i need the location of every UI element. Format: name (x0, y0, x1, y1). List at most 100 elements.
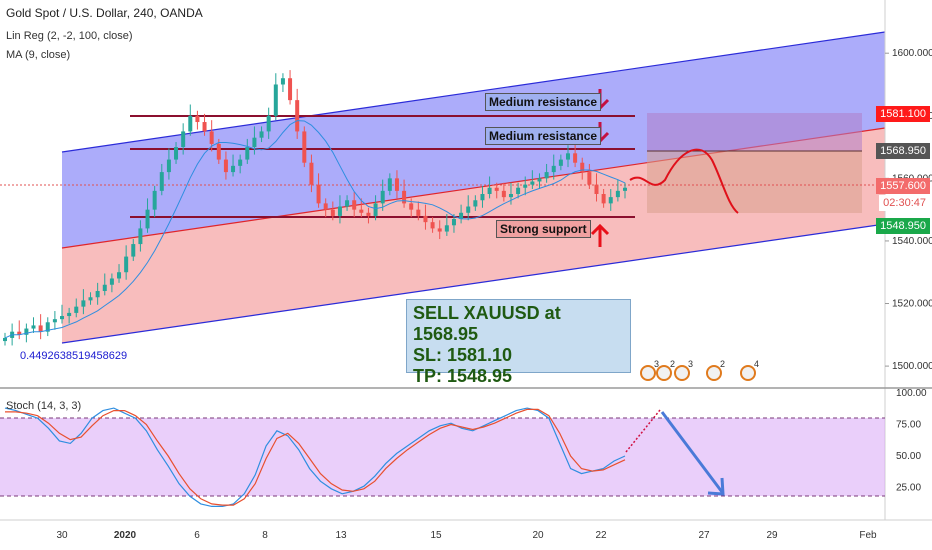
candle-body (109, 278, 114, 285)
time-tick-label: 29 (766, 530, 778, 541)
trade-setup-box: SELL XAUUSD at 1568.95 SL: 1581.10 TP: 1… (406, 299, 631, 386)
price-tick-label: 1540.000 (892, 236, 932, 247)
stoch-tick-label: 25.00 (896, 483, 921, 494)
candle-body (245, 147, 250, 160)
candle-body (430, 222, 435, 229)
candle-body (480, 194, 485, 201)
candle-body (323, 203, 328, 210)
upper-channel-line (61, 31, 886, 153)
candle-body (38, 325, 43, 332)
us-event-icon[interactable]: 2 (656, 359, 675, 381)
trade-stop-loss: SL: 1581.10 (413, 345, 513, 365)
trade-entry: SELL XAUUSD at 1568.95 (413, 303, 561, 344)
stoch-tick-label: 75.00 (896, 420, 921, 431)
candle-body (81, 300, 86, 307)
candle-body (330, 209, 335, 216)
us-event-icon[interactable]: 3 (640, 359, 659, 381)
candle-body (3, 337, 7, 342)
time-tick-label: Feb (859, 530, 877, 541)
stoch-legend[interactable]: Stoch (14, 3, 3) (6, 400, 82, 412)
candle-body (45, 322, 50, 332)
candle-body (316, 184, 321, 204)
time-tick-label: 20 (532, 530, 544, 541)
candle-body (587, 172, 592, 185)
candle-body (615, 190, 620, 198)
sl-zone (647, 113, 862, 151)
candle-body (302, 131, 307, 163)
candle-body (174, 147, 179, 160)
candle-body (209, 131, 214, 144)
upper-channel-fill (62, 32, 885, 248)
candle-body (437, 228, 442, 232)
stoch-tick-label: 100.00 (896, 388, 927, 399)
candle-body (337, 206, 342, 216)
candle-body (387, 178, 392, 191)
candle-body (394, 178, 399, 191)
candle-body (416, 209, 421, 216)
candle-body (181, 131, 186, 148)
ma-legend[interactable]: MA (9, close) (6, 49, 71, 61)
candle-body (88, 297, 93, 301)
candle-body (573, 153, 578, 163)
candle-body (52, 319, 57, 323)
candle-body (145, 209, 150, 229)
candle-body (501, 190, 506, 198)
price-axis[interactable] (885, 0, 932, 520)
medium-resistance-label-1: Medium resistance (485, 93, 602, 111)
lower-channel-line (61, 223, 886, 344)
sl-price-tag: 1581.100 (876, 106, 930, 122)
stoch-d-line (5, 408, 626, 506)
candle-body (352, 200, 357, 210)
time-tick-label: 2020 (114, 530, 137, 541)
us-event-icon[interactable]: 3 (674, 359, 693, 381)
strong-support-label: Strong support (496, 220, 591, 238)
candle-body (67, 312, 72, 317)
time-axis-ticks: 30 2020 6 8 13 15 20 22 27 29 Feb (56, 530, 877, 541)
candle-body (273, 84, 278, 116)
up-arrow (590, 223, 610, 247)
candle-body (124, 256, 129, 273)
tp-price-tag: 1548.950 (876, 218, 930, 234)
candle-body (466, 206, 471, 213)
candle-body (95, 291, 100, 298)
time-tick-label: 6 (194, 530, 200, 541)
event-count: 2 (720, 359, 726, 369)
candle-body (366, 212, 371, 216)
regression-value: 0.4492638519458629 (20, 350, 128, 362)
candle-body (280, 78, 285, 85)
time-tick-label: 27 (698, 530, 710, 541)
candle-body (345, 200, 350, 207)
us-event-icon[interactable]: 4 (740, 359, 759, 381)
candle-body (252, 137, 257, 148)
stoch-tick-label: 50.00 (896, 451, 921, 462)
candle-body (380, 190, 385, 204)
us-event-icon[interactable]: 2 (706, 359, 725, 381)
candle-body (451, 219, 456, 226)
candle-body (60, 316, 65, 320)
candle-body (288, 78, 293, 101)
candle-body (608, 197, 613, 204)
candle-body (580, 162, 585, 173)
candle-body (31, 325, 36, 329)
candle-body (459, 212, 464, 220)
candle-body (530, 181, 535, 185)
candle-body (623, 187, 627, 191)
candle-body (295, 100, 300, 132)
candle-body (487, 187, 492, 194)
stoch-k-line (4, 407, 626, 507)
candle-body (565, 153, 570, 160)
candle-body (508, 194, 513, 198)
candle-body (195, 115, 200, 123)
countdown-tag: 02:30:47 (879, 195, 930, 211)
candle-body (544, 172, 549, 179)
candle-body (131, 244, 136, 257)
price-tick-label: 1520.000 (892, 299, 932, 310)
candle-body (537, 178, 542, 182)
linreg-legend[interactable]: Lin Reg (2, -2, 100, close) (6, 30, 133, 42)
time-tick-label: 13 (335, 530, 347, 541)
candle-body (402, 190, 407, 204)
event-count: 2 (670, 359, 676, 369)
stoch-axis-ticks: 100.00 75.00 50.00 25.00 (896, 388, 927, 494)
candle-body (202, 122, 207, 132)
